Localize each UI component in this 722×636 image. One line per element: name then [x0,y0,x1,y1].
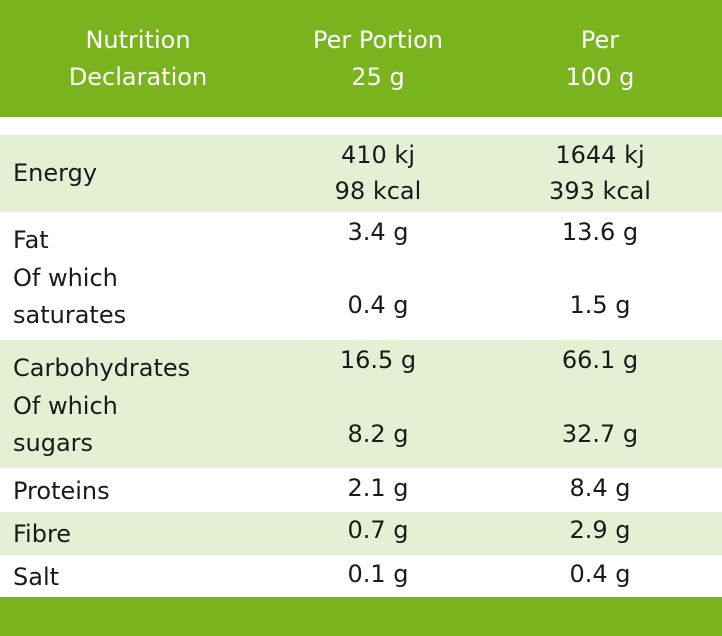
carbs-per100: 66.1 g [561,346,639,374]
header-col-nutrition-declaration: Nutrition Declaration [40,22,236,96]
energy-label: Energy [13,159,98,187]
saturates-portion: 0.4 g [347,291,409,319]
sugars-per100: 32.7 g [561,420,639,448]
salt-per100: 0.4 g [569,560,631,588]
header-col3-line1: Per [580,26,620,54]
table-header: Nutrition Declaration Per Portion 25 g P… [0,0,722,117]
saturates-per100: 1.5 g [569,291,631,319]
salt-portion: 0.1 g [347,560,409,588]
energy-per100-kcal: 393 kcal [549,177,651,205]
row-fibre: Fibre 0.7 g 2.9 g [0,512,722,555]
header-col2-line2: 25 g [351,63,405,91]
sugars-portion: 8.2 g [347,420,409,448]
fibre-label: Fibre [13,520,72,548]
header-col1-line2: Declaration [68,63,208,91]
row-salt: Salt 0.1 g 0.4 g [0,555,722,597]
fat-portion: 3.4 g [347,218,409,246]
header-spacer [0,117,722,135]
fibre-portion: 0.7 g [347,516,409,544]
fat-sub-label-line1: Of which [13,264,118,292]
energy-per100-kj: 1644 kj [555,141,645,169]
salt-label: Salt [13,563,60,591]
proteins-per100: 8.4 g [569,474,631,502]
header-col2-line1: Per Portion [312,26,444,54]
row-energy: Energy 410 kj 98 kcal 1644 kj 393 kcal [0,135,722,212]
header-col-per-100g: Per 100 g [502,22,698,96]
header-col3-line2: 100 g [565,63,635,91]
header-col1-line1: Nutrition [85,26,191,54]
fibre-per100: 2.9 g [569,516,631,544]
header-col-per-portion: Per Portion 25 g [280,22,476,96]
table-footer-bar [0,597,722,636]
carbs-portion: 16.5 g [339,346,417,374]
energy-portion-kj: 410 kj [340,141,415,169]
carbs-sub-label-line1: Of which [13,392,118,420]
fat-label: Fat [13,226,49,254]
row-proteins: Proteins 2.1 g 8.4 g [0,468,722,512]
row-fat: Fat Of which saturates 3.4 g 13.6 g 0.4 … [0,212,722,340]
carbs-sub-label-line2: sugars [13,429,94,457]
proteins-label: Proteins [13,477,110,505]
proteins-portion: 2.1 g [347,474,409,502]
row-carbohydrates: Carbohydrates Of which sugars 16.5 g 66.… [0,340,722,468]
fat-sub-label-line2: saturates [13,301,127,329]
fat-per100: 13.6 g [561,218,639,246]
energy-portion-kcal: 98 kcal [334,177,422,205]
carbs-label: Carbohydrates [13,354,191,382]
